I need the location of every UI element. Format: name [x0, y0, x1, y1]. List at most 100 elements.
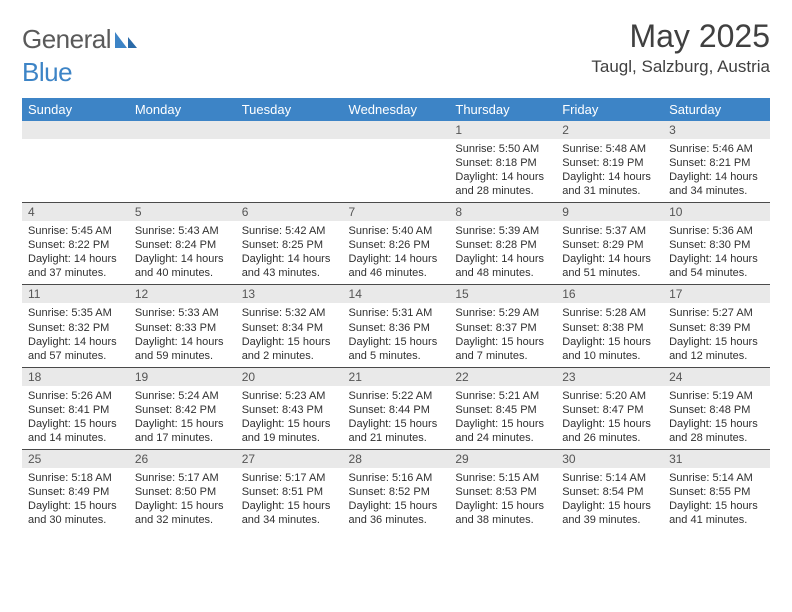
daylight-text-2: and 32 minutes. [135, 513, 230, 527]
day-details: Sunrise: 5:43 AMSunset: 8:24 PMDaylight:… [129, 221, 236, 284]
sunrise-text: Sunrise: 5:36 AM [669, 224, 764, 238]
day-details: Sunrise: 5:20 AMSunset: 8:47 PMDaylight:… [556, 386, 663, 449]
day-number: 21 [343, 368, 450, 386]
day-number: 6 [236, 203, 343, 221]
daylight-text-2: and 37 minutes. [28, 266, 123, 280]
day-number: 8 [449, 203, 556, 221]
day-details: Sunrise: 5:28 AMSunset: 8:38 PMDaylight:… [556, 303, 663, 366]
daylight-text-1: Daylight: 15 hours [455, 335, 550, 349]
sunrise-text: Sunrise: 5:43 AM [135, 224, 230, 238]
daylight-text-1: Daylight: 15 hours [455, 499, 550, 513]
sunrise-text: Sunrise: 5:46 AM [669, 142, 764, 156]
day-number: 20 [236, 368, 343, 386]
daylight-text-1: Daylight: 15 hours [28, 499, 123, 513]
sunset-text: Sunset: 8:45 PM [455, 403, 550, 417]
day-number: 26 [129, 450, 236, 468]
calendar-cell: 3Sunrise: 5:46 AMSunset: 8:21 PMDaylight… [663, 121, 770, 203]
calendar-cell: 12Sunrise: 5:33 AMSunset: 8:33 PMDayligh… [129, 285, 236, 367]
sunset-text: Sunset: 8:38 PM [562, 321, 657, 335]
sunrise-text: Sunrise: 5:20 AM [562, 389, 657, 403]
daylight-text-1: Daylight: 15 hours [562, 499, 657, 513]
daylight-text-1: Daylight: 14 hours [242, 252, 337, 266]
day-number: 18 [22, 368, 129, 386]
sunset-text: Sunset: 8:29 PM [562, 238, 657, 252]
calendar-cell: 31Sunrise: 5:14 AMSunset: 8:55 PMDayligh… [663, 450, 770, 532]
daylight-text-1: Daylight: 15 hours [669, 335, 764, 349]
calendar-table: SundayMondayTuesdayWednesdayThursdayFrid… [22, 98, 770, 532]
daylight-text-1: Daylight: 15 hours [669, 417, 764, 431]
calendar-cell: 7Sunrise: 5:40 AMSunset: 8:26 PMDaylight… [343, 203, 450, 285]
header: GeneralBlue May 2025 Taugl, Salzburg, Au… [22, 18, 770, 88]
day-details: Sunrise: 5:23 AMSunset: 8:43 PMDaylight:… [236, 386, 343, 449]
day-number: 9 [556, 203, 663, 221]
day-details: Sunrise: 5:14 AMSunset: 8:55 PMDaylight:… [663, 468, 770, 531]
sunrise-text: Sunrise: 5:39 AM [455, 224, 550, 238]
calendar-cell: 8Sunrise: 5:39 AMSunset: 8:28 PMDaylight… [449, 203, 556, 285]
day-details: Sunrise: 5:24 AMSunset: 8:42 PMDaylight:… [129, 386, 236, 449]
day-number: 15 [449, 285, 556, 303]
day-details: Sunrise: 5:32 AMSunset: 8:34 PMDaylight:… [236, 303, 343, 366]
day-number: 24 [663, 368, 770, 386]
daylight-text-2: and 30 minutes. [28, 513, 123, 527]
weekday-header: Wednesday [343, 98, 450, 121]
daylight-text-2: and 21 minutes. [349, 431, 444, 445]
sunset-text: Sunset: 8:30 PM [669, 238, 764, 252]
sunset-text: Sunset: 8:53 PM [455, 485, 550, 499]
day-details: Sunrise: 5:19 AMSunset: 8:48 PMDaylight:… [663, 386, 770, 449]
daylight-text-2: and 51 minutes. [562, 266, 657, 280]
daylight-text-2: and 48 minutes. [455, 266, 550, 280]
title-block: May 2025 Taugl, Salzburg, Austria [591, 18, 770, 77]
calendar-cell: 23Sunrise: 5:20 AMSunset: 8:47 PMDayligh… [556, 367, 663, 449]
brand-part2: Blue [22, 57, 72, 87]
calendar-page: GeneralBlue May 2025 Taugl, Salzburg, Au… [0, 0, 792, 544]
day-number: 17 [663, 285, 770, 303]
sunrise-text: Sunrise: 5:15 AM [455, 471, 550, 485]
daylight-text-2: and 59 minutes. [135, 349, 230, 363]
daylight-text-1: Daylight: 15 hours [349, 335, 444, 349]
weekday-header: Tuesday [236, 98, 343, 121]
sunset-text: Sunset: 8:47 PM [562, 403, 657, 417]
sail-icon [113, 26, 137, 57]
day-number: 7 [343, 203, 450, 221]
day-number: 14 [343, 285, 450, 303]
sunset-text: Sunset: 8:41 PM [28, 403, 123, 417]
daylight-text-1: Daylight: 14 hours [669, 252, 764, 266]
sunrise-text: Sunrise: 5:16 AM [349, 471, 444, 485]
daylight-text-1: Daylight: 15 hours [455, 417, 550, 431]
daylight-text-2: and 24 minutes. [455, 431, 550, 445]
day-details: Sunrise: 5:16 AMSunset: 8:52 PMDaylight:… [343, 468, 450, 531]
month-title: May 2025 [591, 18, 770, 55]
day-details: Sunrise: 5:18 AMSunset: 8:49 PMDaylight:… [22, 468, 129, 531]
sunrise-text: Sunrise: 5:14 AM [562, 471, 657, 485]
day-number: 23 [556, 368, 663, 386]
daylight-text-2: and 17 minutes. [135, 431, 230, 445]
daylight-text-2: and 19 minutes. [242, 431, 337, 445]
calendar-cell: 17Sunrise: 5:27 AMSunset: 8:39 PMDayligh… [663, 285, 770, 367]
daylight-text-2: and 5 minutes. [349, 349, 444, 363]
day-number-band [129, 121, 236, 139]
weekday-header: Friday [556, 98, 663, 121]
day-details: Sunrise: 5:27 AMSunset: 8:39 PMDaylight:… [663, 303, 770, 366]
sunset-text: Sunset: 8:22 PM [28, 238, 123, 252]
calendar-cell: 1Sunrise: 5:50 AMSunset: 8:18 PMDaylight… [449, 121, 556, 203]
day-number: 3 [663, 121, 770, 139]
sunset-text: Sunset: 8:51 PM [242, 485, 337, 499]
calendar-week-row: 25Sunrise: 5:18 AMSunset: 8:49 PMDayligh… [22, 450, 770, 532]
daylight-text-1: Daylight: 15 hours [135, 417, 230, 431]
day-number: 12 [129, 285, 236, 303]
calendar-cell: 2Sunrise: 5:48 AMSunset: 8:19 PMDaylight… [556, 121, 663, 203]
day-details: Sunrise: 5:22 AMSunset: 8:44 PMDaylight:… [343, 386, 450, 449]
calendar-cell-empty [343, 121, 450, 203]
sunset-text: Sunset: 8:19 PM [562, 156, 657, 170]
calendar-cell: 21Sunrise: 5:22 AMSunset: 8:44 PMDayligh… [343, 367, 450, 449]
day-details: Sunrise: 5:36 AMSunset: 8:30 PMDaylight:… [663, 221, 770, 284]
daylight-text-2: and 39 minutes. [562, 513, 657, 527]
daylight-text-2: and 46 minutes. [349, 266, 444, 280]
sunrise-text: Sunrise: 5:31 AM [349, 306, 444, 320]
sunset-text: Sunset: 8:26 PM [349, 238, 444, 252]
calendar-cell: 15Sunrise: 5:29 AMSunset: 8:37 PMDayligh… [449, 285, 556, 367]
daylight-text-1: Daylight: 14 hours [455, 170, 550, 184]
daylight-text-1: Daylight: 15 hours [562, 417, 657, 431]
day-number-band [343, 121, 450, 139]
day-number: 16 [556, 285, 663, 303]
